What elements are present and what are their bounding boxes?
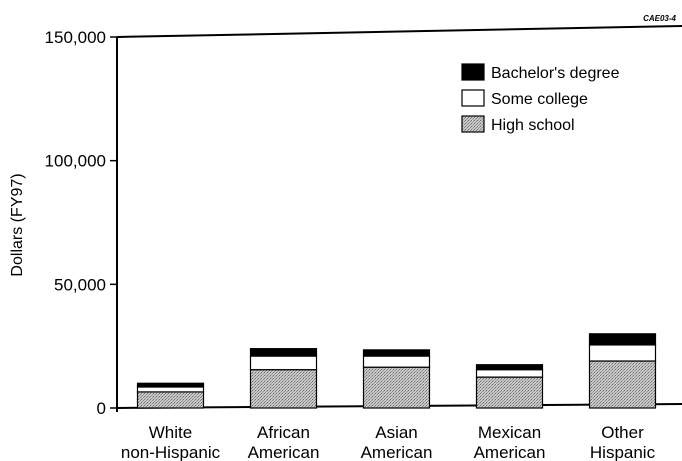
bar-segment-some-college — [136, 386, 205, 393]
bar-segment-some-college — [362, 355, 431, 368]
plot-top-border — [116, 25, 682, 38]
bar-segment-high-school — [475, 376, 544, 409]
bar-segment-bachelor-s-degree — [249, 348, 318, 357]
legend: Bachelor's degree Some college High school — [461, 63, 620, 134]
y-ticks: 0 50,000 100,000 150,000 — [45, 28, 117, 418]
legend-label-some-college: Some college — [491, 91, 588, 108]
bar-segment-bachelor-s-degree — [362, 349, 431, 357]
legend-swatch-some-college — [461, 89, 485, 107]
y-tick-label: 0 — [97, 399, 106, 418]
bar-segment-high-school — [362, 366, 431, 409]
bar-segment-some-college — [475, 369, 544, 378]
x-tick-label: Asian American — [361, 423, 433, 461]
x-tick-label: Other Hispanic — [590, 423, 656, 461]
bar-segment-some-college — [249, 355, 318, 371]
bar-segment-high-school — [588, 360, 657, 409]
bar-segment-bachelor-s-degree — [588, 333, 657, 346]
legend-swatch-high-school — [461, 115, 485, 133]
bar-segment-high-school — [136, 391, 205, 409]
y-axis-label: Dollars (FY97) — [9, 173, 26, 276]
y-tick-label: 50,000 — [54, 275, 106, 294]
legend-label-bachelor-s-degree: Bachelor's degree — [491, 65, 620, 82]
bar-segment-some-college — [588, 344, 657, 362]
x-tick-label: White non-Hispanic — [121, 423, 221, 461]
legend-label-high-school: High school — [491, 117, 575, 134]
bars — [136, 333, 657, 409]
x-tick-labels: White non-Hispanic African American Asian Ame… — [121, 423, 656, 461]
bar-segment-bachelor-s-degree — [136, 382, 205, 388]
figure-code: CAE03-4 — [643, 14, 676, 23]
x-tick-label: Mexican American — [474, 423, 546, 461]
bar-segment-high-school — [249, 369, 318, 409]
y-tick-label: 100,000 — [45, 152, 106, 171]
bar-segment-bachelor-s-degree — [475, 364, 544, 371]
y-tick-label: 150,000 — [45, 28, 106, 47]
legend-swatch-bachelor-s-degree — [461, 63, 485, 81]
x-tick-label: African American — [248, 423, 320, 461]
